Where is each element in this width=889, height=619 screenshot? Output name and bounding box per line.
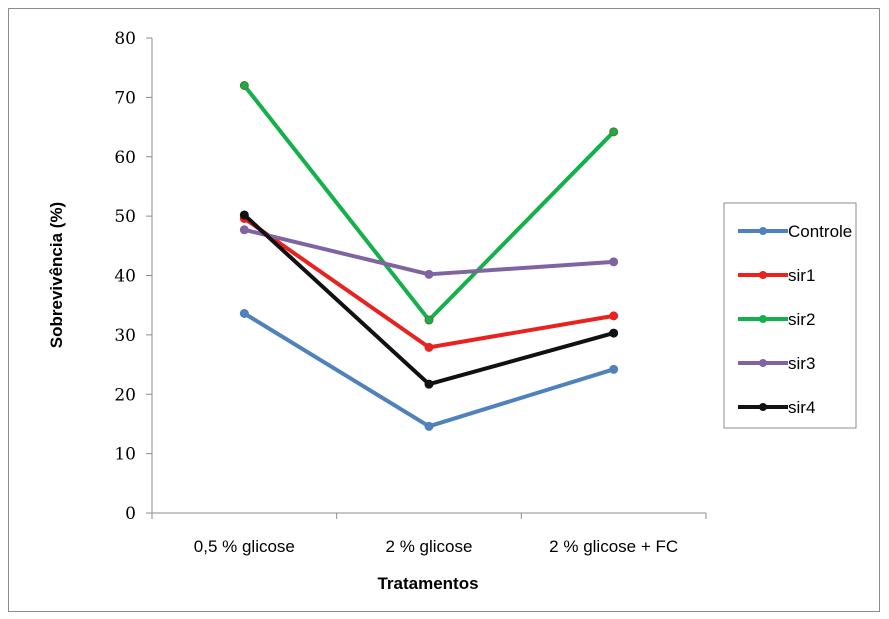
data-point [239,225,249,235]
y-axis-title: Sobrevivência (%) [47,202,66,348]
series-sir4 [239,210,619,389]
data-point [609,364,619,374]
data-point [609,127,619,137]
x-tick-label: 0,5 % glicose [194,537,295,556]
data-point [239,210,249,220]
data-point [424,315,434,325]
legend-marker [759,403,767,411]
legend-item-sir1: sir1 [738,266,815,285]
data-point [239,81,249,90]
series-sir2 [239,81,619,325]
legend-item-controle: Controle [738,222,852,241]
legend-label: Controle [788,222,852,241]
x-axis: 0,5 % glicose 2 % glicose 2 % glicose + FC [151,512,707,556]
legend-marker [759,359,767,367]
y-axis: 0 10 20 30 40 50 60 70 80 [114,29,153,524]
y-tick-label: 70 [114,88,136,108]
y-tick-label: 0 [125,504,136,524]
data-point [424,421,434,431]
legend: Controle sir1 sir2 sir3 sir4 [723,202,857,429]
series-layer [239,81,619,431]
series-sir1 [239,214,619,352]
series-sir3 [239,225,619,279]
legend-item-sir3: sir3 [738,354,815,373]
legend-marker [759,315,767,323]
series-line [242,311,616,429]
y-tick-label: 20 [114,385,136,405]
x-axis-title: Tratamentos [377,574,478,593]
legend-item-sir2: sir2 [738,310,815,329]
series-controle [239,309,619,431]
x-tick-label: 2 % glicose + FC [549,537,678,556]
legend-item-sir4: sir4 [738,398,815,417]
data-point [424,342,434,352]
series-line [242,212,616,387]
data-point [424,269,434,279]
legend-marker [759,271,767,279]
y-tick-label: 10 [114,445,136,465]
series-line [242,83,616,323]
legend-box [723,202,857,429]
data-point [609,311,619,321]
legend-marker [759,227,767,235]
data-point [609,257,619,267]
y-tick-label: 30 [114,326,136,346]
y-tick-label: 50 [114,207,136,227]
legend-label: sir1 [788,266,815,285]
y-tick-label: 40 [114,267,136,287]
data-point [609,328,619,338]
y-tick-label: 80 [114,29,136,49]
chart-frame [8,8,880,612]
data-point [239,309,249,318]
legend-label: sir4 [788,398,815,417]
legend-label: sir3 [788,354,815,373]
data-point [424,379,434,389]
legend-label: sir2 [788,310,815,329]
y-tick-label: 60 [114,148,136,168]
x-tick-label: 2 % glicose [386,537,473,556]
series-line [242,216,616,350]
